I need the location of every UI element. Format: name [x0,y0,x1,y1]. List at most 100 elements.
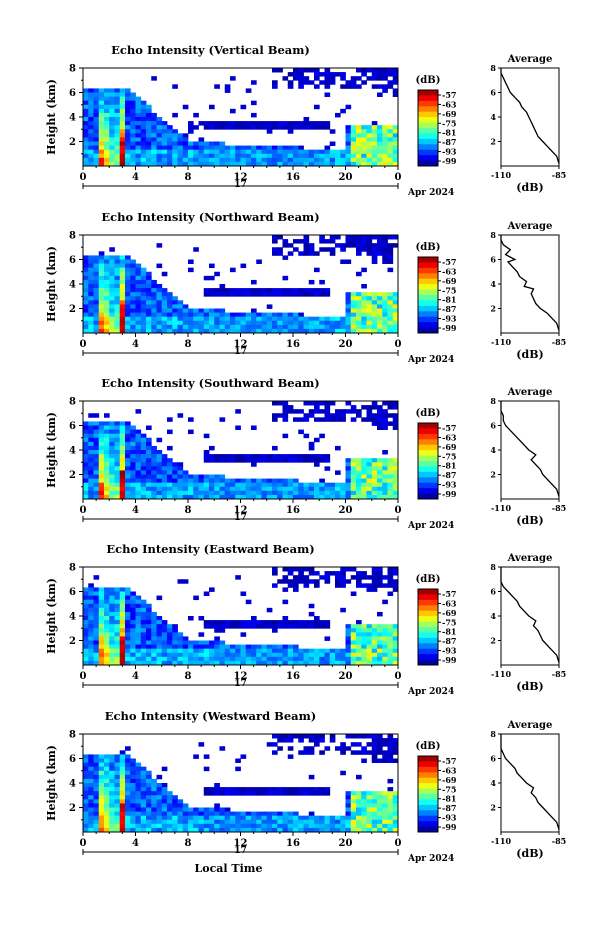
heatmap-cell [156,133,163,138]
heatmap-cell [361,474,367,479]
heatmap-cell [219,454,226,459]
heatmap-cell [240,648,247,654]
heatmap-cell [98,161,105,167]
heatmap-cell [382,161,388,167]
y-tick-label: 4 [69,446,76,457]
heatmap-cell [146,770,152,776]
heatmap-cell [308,125,315,130]
heatmap-cell [335,417,341,422]
heatmap-cell [125,474,131,479]
heatmap-cell [151,133,157,138]
heatmap-cell [350,149,357,155]
heatmap-cell [161,458,168,463]
heatmap-cell [203,149,210,155]
heatmap-cell [387,583,394,588]
heatmap-cell [93,328,100,334]
heatmap-cell [256,320,262,326]
heatmap-cell [151,640,157,645]
heatmap-cell [203,644,210,650]
heatmap-cell [329,251,336,256]
heatmap-cell [135,770,142,776]
heatmap-cell [230,819,236,825]
x-tick-label: 20 [339,339,353,350]
heatmap-cell [93,267,100,273]
heatmap-cell [303,787,310,792]
heatmap-cell [88,413,94,418]
heatmap-cell [198,141,205,146]
heatmap-cell [272,292,278,297]
heatmap-cell [282,648,289,654]
heatmap-cell [387,628,394,633]
heatmap-cell [293,656,299,662]
profile-line [500,68,560,164]
heatmap-cell [340,108,346,114]
heatmap-cell [93,284,100,289]
heatmap-cell [98,129,105,134]
heatmap-cell [219,787,226,792]
heatmap-cell [135,774,142,780]
heatmap-cell [188,145,194,151]
heatmap-cell [308,243,315,248]
heatmap-cell [209,145,215,151]
heatmap-cell [293,648,299,654]
heatmap-cell [377,823,383,829]
heatmap-cell [198,474,205,479]
heatmap-cell [287,738,294,743]
heatmap-cell [287,652,294,658]
heatmap-cell [104,275,110,281]
heatmap-cell [366,149,373,155]
heatmap-cell [245,787,252,792]
heatmap-cell [282,624,289,629]
heatmap-cell [293,409,299,414]
heatmap-cell [130,275,136,281]
heatmap-cell [172,462,178,467]
heatmap-cell [214,490,220,496]
heatmap-cell [140,458,147,463]
heatmap-cell [114,803,121,808]
heatmap-cell [356,807,362,812]
heatmap-cell [104,328,110,334]
heatmap-cell [219,628,226,633]
heatmap-cell [240,292,247,297]
heatmap-cell [93,413,100,418]
heatmap-cell [151,328,157,334]
heatmap-cell [83,161,89,167]
colorbar-tick-label: -63 [442,432,457,442]
heatmap-cell [251,112,257,118]
heatmap-cell [224,656,231,662]
heatmap-cell [167,632,173,637]
heatmap-cell [214,803,220,808]
heatmap-cell [345,799,352,804]
heatmap-cell [140,494,147,500]
heatmap-cell [230,153,236,159]
heatmap-cell [366,648,373,654]
heatmap-cell [282,239,289,244]
colorbar-segment [418,756,438,762]
heatmap-cell [272,417,278,422]
heatmap-cell [377,815,383,821]
heatmap-cell [377,125,383,130]
heatmap-cell [251,458,257,463]
heatmap-cell [203,811,210,817]
heatmap-cell [303,819,310,825]
heatmap-cell [256,656,262,662]
heatmap-cell [98,251,105,256]
heatmap-cell [303,575,310,580]
heatmap-cell [198,819,205,825]
heatmap-cell [350,791,357,796]
heatmap-cell [98,490,105,496]
panel-1: Echo Intensity (Northward Beam)8642Heigh… [45,210,566,365]
heatmap-cell [240,815,247,821]
heatmap-cell [182,656,189,662]
heatmap-cell [209,316,215,322]
heatmap-cell [172,324,178,330]
heatmap-cell [125,599,131,605]
heatmap-cell [151,474,157,479]
heatmap-cell [272,656,278,662]
heatmap-cell [356,137,362,142]
heatmap-cell [119,783,126,788]
heatmap-cell [314,620,320,625]
heatmap-cell [382,624,388,629]
heatmap-cell [266,815,273,821]
heatmap-cell [282,656,289,662]
